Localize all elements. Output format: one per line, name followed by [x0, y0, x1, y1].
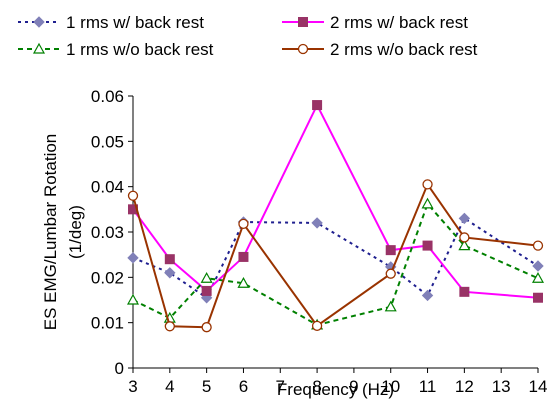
y-tick-label: 0.04 [91, 178, 124, 197]
data-point-diamond [311, 217, 323, 229]
x-tick-label: 8 [312, 377, 321, 396]
x-tick-label: 3 [128, 377, 137, 396]
x-tick-label: 10 [381, 377, 400, 396]
data-point-circle [385, 268, 396, 279]
data-point-diamond [33, 16, 45, 28]
data-point-diamond [127, 252, 139, 264]
x-tick-label: 11 [419, 377, 437, 396]
data-point-triangle [32, 42, 46, 54]
x-tick-label: 7 [276, 377, 285, 396]
series-group [126, 100, 545, 333]
x-tick-label: 9 [349, 377, 358, 396]
data-point-circle [201, 322, 212, 333]
y-axis-title: ES EMG/Lumbar Rotation (1/deg) [41, 134, 85, 331]
data-point-diamond [421, 289, 434, 302]
data-point-circle [238, 218, 249, 229]
y-axis-title-line2: (1/deg) [66, 205, 85, 259]
data-point-circle [311, 320, 323, 331]
y-tick-label: 0 [115, 359, 124, 378]
data-point-triangle [384, 300, 397, 312]
data-point-triangle [200, 272, 213, 283]
data-point-triangle [421, 197, 434, 209]
data-point-circle [459, 232, 470, 243]
legend: 1 rms w/ back rest 2 rms w/ back rest 1 rm… [18, 13, 478, 59]
data-point-square [312, 100, 323, 111]
legend-label: 1 rms w/ back rest [66, 13, 204, 32]
data-point-circle [127, 190, 139, 201]
data-point-diamond [164, 267, 176, 279]
data-point-square [298, 17, 308, 27]
y-tick-label: 0.05 [91, 132, 124, 151]
data-point-circle [297, 43, 309, 55]
y-tick-label: 0.03 [91, 223, 124, 242]
legend-item: 2 rms w/ back rest [282, 13, 468, 32]
y-tick-label: 0.01 [91, 314, 124, 333]
data-point-circle [422, 179, 433, 190]
x-tick-label: 4 [165, 377, 174, 396]
y-axis-title-line1: ES EMG/Lumbar Rotation [41, 134, 60, 331]
data-point-circle [164, 321, 175, 332]
legend-item: 1 rms w/ back rest [18, 13, 204, 32]
series-2 [128, 100, 543, 303]
data-point-square [385, 245, 396, 256]
y-ticks: 0 0.01 0.02 0.03 0.04 0.05 0.06 [91, 87, 133, 378]
x-tick-label: 6 [239, 377, 248, 396]
x-tick-label: 5 [202, 377, 211, 396]
y-tick-label: 0.06 [91, 87, 124, 106]
data-point-square [238, 251, 249, 262]
legend-label: 2 rms w/ back rest [330, 13, 468, 32]
x-tick-label: 14 [529, 377, 548, 396]
data-point-square [164, 254, 175, 265]
data-point-square [533, 292, 543, 303]
x-tick-label: 12 [455, 377, 474, 396]
legend-label: 2 rms w/o back rest [330, 40, 478, 59]
x-axis-title: Frequency (Hz) [277, 380, 394, 399]
y-tick-label: 0.02 [91, 268, 124, 287]
data-point-triangle [126, 293, 140, 305]
x-ticks: 3 4 5 6 7 8 9 10 11 12 13 14 [128, 368, 547, 396]
data-point-triangle [458, 239, 471, 251]
data-point-square [459, 286, 470, 297]
data-point-triangle [531, 272, 545, 283]
legend-item: 1 rms w/o back rest [18, 40, 214, 59]
legend-label: 1 rms w/o back rest [66, 40, 214, 59]
data-point-triangle [237, 276, 250, 288]
data-point-circle [532, 240, 544, 251]
data-point-diamond [532, 260, 544, 272]
x-tick-label: 13 [492, 377, 511, 396]
legend-item: 2 rms w/o back rest [282, 40, 478, 59]
data-point-square [201, 285, 212, 296]
data-point-diamond [458, 212, 471, 225]
series-4 [127, 179, 544, 333]
data-point-square [422, 240, 433, 251]
